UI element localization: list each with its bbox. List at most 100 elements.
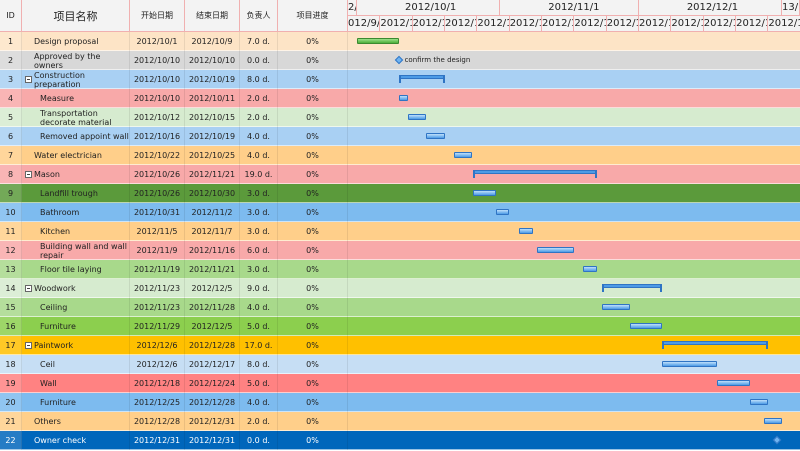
cell-end: 2012/10/15 — [185, 108, 240, 127]
collapse-minus — [27, 174, 30, 175]
cell-id: 16 — [0, 317, 22, 336]
month-header: 2012/10/1 — [357, 0, 501, 16]
task-bar — [495, 209, 510, 215]
summary-cap — [601, 284, 604, 292]
month-header: 13/ — [782, 0, 800, 16]
milestone — [394, 55, 403, 65]
cell-duration: 7.0 d. — [240, 32, 278, 51]
cell-duration: 4.0 d. — [240, 393, 278, 412]
cell-name: Design proposal — [22, 32, 130, 51]
week-header: 2012/12/ — [736, 16, 769, 32]
cell-name: Others — [22, 412, 130, 431]
cell-end: 2012/12/31 — [185, 431, 240, 450]
week-header: 2012/10/ — [412, 16, 445, 32]
cell-end: 2012/12/24 — [185, 374, 240, 393]
cell-progress: 0% — [278, 431, 348, 450]
cell-end: 2012/12/28 — [185, 336, 240, 355]
task-bar — [407, 114, 427, 120]
task-bar — [601, 304, 630, 310]
cell-id: 6 — [0, 127, 22, 146]
cell-duration: 3.0 d. — [240, 222, 278, 241]
summary-cap — [472, 170, 475, 178]
cell-id: 2 — [0, 51, 22, 70]
task-row: 18 Ceil 2012/12/6 2012/12/17 8.0 d. 0% — [0, 355, 800, 374]
cell-progress: 0% — [278, 241, 348, 260]
cell-name: Owner check — [22, 431, 130, 450]
task-bar — [357, 38, 399, 44]
cell-duration: 4.0 d. — [240, 127, 278, 146]
cell-progress: 0% — [278, 260, 348, 279]
milestone — [773, 435, 782, 445]
cell-progress: 0% — [278, 89, 348, 108]
week-header: 2012/10/ — [380, 16, 413, 32]
cell-end: 2012/11/2 — [185, 203, 240, 222]
task-row: 10 Bathroom 2012/10/31 2012/11/2 3.0 d. 0% — [0, 203, 800, 222]
cell-name: Construction preparation — [22, 70, 130, 89]
week-header: 2012/11/ — [542, 16, 575, 32]
summary-cap — [659, 284, 662, 292]
cell-progress: 0% — [278, 70, 348, 89]
summary-bar — [601, 284, 662, 288]
task-bar — [763, 418, 783, 424]
cell-duration: 2.0 d. — [240, 412, 278, 431]
cell-progress: 0% — [278, 317, 348, 336]
cell-end: 2012/12/31 — [185, 412, 240, 431]
task-row: 4 Measure 2012/10/10 2012/10/11 2.0 d. 0% — [0, 89, 800, 108]
task-bar — [472, 190, 496, 196]
cell-duration: 3.0 d. — [240, 184, 278, 203]
column-header: 负责人 — [240, 0, 278, 32]
task-row: 15 Ceiling 2012/11/23 2012/11/28 4.0 d. 0% — [0, 298, 800, 317]
cell-start: 2012/12/6 — [130, 355, 185, 374]
summary-cap — [442, 75, 445, 83]
cell-id: 5 — [0, 108, 22, 127]
task-row: 22 Owner check 2012/12/31 2012/12/31 0.0 d. 0… — [0, 431, 800, 450]
cell-start: 2012/11/23 — [130, 298, 185, 317]
cell-duration: 0.0 d. — [240, 431, 278, 450]
week-header: 2012/10/1 — [445, 16, 478, 32]
cell-name: Building wall and wall repair — [22, 241, 130, 260]
cell-name: Approved by the owners — [22, 51, 130, 70]
summary-bar — [398, 75, 445, 79]
cell-id: 4 — [0, 89, 22, 108]
cell-start: 2012/10/26 — [130, 165, 185, 184]
cell-id: 15 — [0, 298, 22, 317]
cell-start: 2012/10/16 — [130, 127, 185, 146]
cell-name: Bathroom — [22, 203, 130, 222]
cell-progress: 0% — [278, 184, 348, 203]
collapse-icon — [25, 285, 32, 292]
cell-id: 19 — [0, 374, 22, 393]
task-bar — [518, 228, 533, 234]
task-row: 17 Paintwork 2012/12/6 2012/12/28 17.0 d. 0% — [0, 336, 800, 355]
cell-name: Measure — [22, 89, 130, 108]
cell-name: Kitchen — [22, 222, 130, 241]
cell-progress: 0% — [278, 374, 348, 393]
cell-id: 7 — [0, 146, 22, 165]
summary-bar — [472, 170, 598, 174]
week-header: 2012/10/ — [477, 16, 510, 32]
cell-progress: 0% — [278, 203, 348, 222]
cell-name: Floor tile laying — [22, 260, 130, 279]
cell-name: Ceiling — [22, 298, 130, 317]
cell-name: Removed appoint wall — [22, 127, 130, 146]
cell-duration: 3.0 d. — [240, 260, 278, 279]
cell-start: 2012/10/31 — [130, 203, 185, 222]
cell-id: 17 — [0, 336, 22, 355]
cell-progress: 0% — [278, 51, 348, 70]
column-header: 开始日期 — [130, 0, 185, 32]
cell-start: 2012/11/5 — [130, 222, 185, 241]
cell-start: 2012/10/22 — [130, 146, 185, 165]
task-row: 13 Floor tile laying 2012/11/19 2012/11/21 3… — [0, 260, 800, 279]
cell-id: 1 — [0, 32, 22, 51]
cell-duration: 3.0 d. — [240, 203, 278, 222]
collapse-icon — [25, 171, 32, 178]
task-row: 6 Removed appoint wall 2012/10/16 2012/10/1… — [0, 127, 800, 146]
cell-start: 2012/10/12 — [130, 108, 185, 127]
collapse-icon — [25, 342, 32, 349]
task-row: 8 Mason 2012/10/26 2012/11/21 19.0 d. 0% — [0, 165, 800, 184]
cell-end: 2012/10/9 — [185, 32, 240, 51]
cell-progress: 0% — [278, 355, 348, 374]
cell-duration: 2.0 d. — [240, 108, 278, 127]
cell-name: Ceil — [22, 355, 130, 374]
task-row: 20 Furniture 2012/12/25 2012/12/28 4.0 d. 0% — [0, 393, 800, 412]
cell-duration: 17.0 d. — [240, 336, 278, 355]
